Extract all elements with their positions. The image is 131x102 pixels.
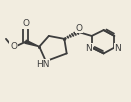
Text: HN: HN	[36, 60, 50, 69]
Text: O: O	[76, 24, 83, 33]
Polygon shape	[25, 40, 39, 47]
Text: O: O	[22, 19, 29, 28]
Text: O: O	[10, 42, 17, 51]
Text: N: N	[114, 44, 121, 53]
Text: N: N	[85, 44, 92, 53]
